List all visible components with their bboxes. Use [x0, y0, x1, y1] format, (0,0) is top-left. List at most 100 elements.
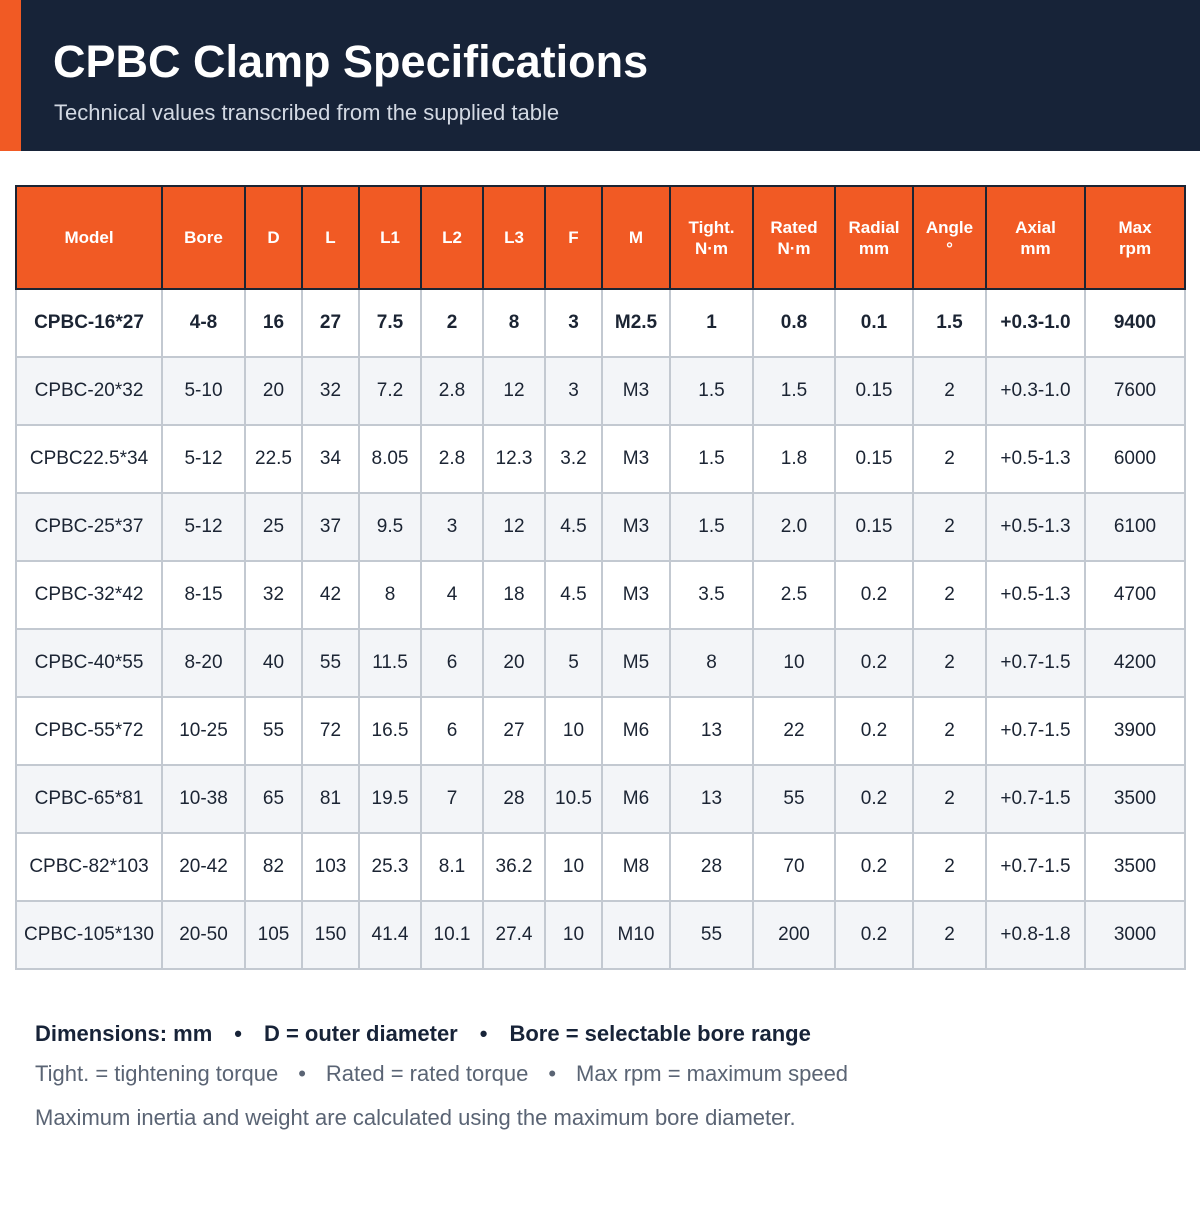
column-header-unit: mm: [1020, 238, 1051, 258]
column-header: Model: [15, 185, 163, 290]
table-cell: CPBC-65*81: [15, 764, 163, 834]
table-cell: 25: [244, 492, 303, 562]
table-cell: 70: [752, 832, 836, 902]
table-cell: 11.5: [358, 628, 422, 698]
table-cell: 32: [244, 560, 303, 630]
header-accent-bar: [0, 0, 21, 151]
note-separator: •: [548, 1061, 557, 1086]
table-cell: +0.3-1.0: [985, 356, 1086, 426]
table-cell: 55: [752, 764, 836, 834]
table-cell: 28: [669, 832, 754, 902]
table-cell: +0.3-1.0: [985, 288, 1086, 358]
column-header-unit: rpm: [1118, 238, 1152, 258]
column-header-unit: mm: [858, 238, 890, 258]
table-cell: 8: [482, 288, 546, 358]
column-header-label: Rated: [770, 217, 818, 237]
table-cell: 7600: [1084, 356, 1186, 426]
table-cell: 2: [912, 900, 987, 970]
table-cell: 4: [420, 560, 484, 630]
table-cell: 65: [244, 764, 303, 834]
table-cell: 9400: [1084, 288, 1186, 358]
spec-table-header: Model Bore D L L1 L2 L3 F M Tight. N·m Rated N·m Radi…: [15, 185, 1186, 290]
column-header-label: Axial: [1015, 217, 1056, 237]
table-cell: 3900: [1084, 696, 1186, 766]
table-cell: 12: [482, 492, 546, 562]
table-cell: 5-12: [161, 424, 246, 494]
table-cell: 1.5: [912, 288, 987, 358]
table-cell: 22.5: [244, 424, 303, 494]
table-cell: +0.7-1.5: [985, 832, 1086, 902]
column-header-label: Model: [64, 228, 114, 247]
table-cell: 40: [244, 628, 303, 698]
note-max-rpm: Max rpm = maximum speed: [576, 1061, 849, 1086]
table-cell: 0.15: [834, 492, 914, 562]
table-cell: 3: [420, 492, 484, 562]
notes-line-3: Maximum inertia and weight are calculate…: [35, 1105, 796, 1130]
table-cell: +0.5-1.3: [985, 492, 1086, 562]
table-cell: 81: [301, 764, 360, 834]
table-cell: M8: [601, 832, 671, 902]
page-subtitle: Technical values transcribed from the su…: [54, 100, 560, 125]
table-cell: M6: [601, 764, 671, 834]
table-cell: 2: [912, 628, 987, 698]
column-header-label: L1: [380, 228, 400, 247]
table-cell: 0.15: [834, 356, 914, 426]
column-header: Bore: [161, 185, 246, 290]
column-header-label: Radial: [848, 217, 900, 237]
column-header-label: L3: [504, 228, 524, 247]
table-cell: 3500: [1084, 764, 1186, 834]
table-cell: +0.8-1.8: [985, 900, 1086, 970]
column-header: Max rpm: [1084, 185, 1186, 290]
table-cell: M3: [601, 356, 671, 426]
column-header: L2: [420, 185, 484, 290]
table-cell: 3000: [1084, 900, 1186, 970]
table-cell: CPBC-82*103: [15, 832, 163, 902]
table-cell: 6100: [1084, 492, 1186, 562]
column-header-label: L2: [442, 228, 462, 247]
table-cell: +0.5-1.3: [985, 560, 1086, 630]
table-cell: 36.2: [482, 832, 546, 902]
page-header: CPBC Clamp Specifications Technical valu…: [0, 0, 1200, 151]
table-cell: 4.5: [544, 492, 603, 562]
table-cell: 2: [912, 492, 987, 562]
table-cell: 4700: [1084, 560, 1186, 630]
column-header: F: [544, 185, 603, 290]
table-cell: M5: [601, 628, 671, 698]
table-row: CPBC-20*32 5-10 20 32 7.2 2.8 12 3 M3 1.5 1.5 0.15 2…: [15, 356, 1186, 426]
table-cell: 8: [358, 560, 422, 630]
table-row: CPBC-40*55 8-20 40 55 11.5 6 20 5 M5 8 10 0.2 2 +0.7-…: [15, 628, 1186, 698]
table-row: CPBC-25*37 5-12 25 37 9.5 3 12 4.5 M3 1.5 2.0 0.15 2…: [15, 492, 1186, 562]
table-cell: CPBC-25*37: [15, 492, 163, 562]
table-row: CPBC-16*27 4-8 16 27 7.5 2 8 3 M2.5 1 0.8 0.1 1.5 +0.…: [15, 288, 1186, 358]
spec-table-body: CPBC-16*27 4-8 16 27 7.5 2 8 3 M2.5 1 0.8 0.1 1.5 +0.…: [15, 288, 1186, 970]
column-header-unit: N·m: [694, 238, 729, 258]
table-cell: M6: [601, 696, 671, 766]
table-cell: 2.0: [752, 492, 836, 562]
table-cell: 55: [669, 900, 754, 970]
column-header: Angle °: [912, 185, 987, 290]
column-header: D: [244, 185, 303, 290]
table-cell: 2: [912, 356, 987, 426]
table-cell: 200: [752, 900, 836, 970]
table-cell: 55: [301, 628, 360, 698]
table-cell: 8: [669, 628, 754, 698]
table-cell: 3.5: [669, 560, 754, 630]
table-row: CPBC22.5*34 5-12 22.5 34 8.05 2.8 12.3 3.2 M3 1.5…: [15, 424, 1186, 494]
table-cell: 42: [301, 560, 360, 630]
table-cell: 4.5: [544, 560, 603, 630]
column-header: L1: [358, 185, 422, 290]
table-cell: 5: [544, 628, 603, 698]
table-cell: 82: [244, 832, 303, 902]
table-row: CPBC-65*81 10-38 65 81 19.5 7 28 10.5 M6 13 55 0.2 2…: [15, 764, 1186, 834]
table-cell: 4-8: [161, 288, 246, 358]
notes: Dimensions: mm • D = outer diameter • Bore =…: [35, 1017, 848, 1131]
table-cell: 1.5: [752, 356, 836, 426]
note-tightening: Tight. = tightening torque: [35, 1061, 279, 1086]
table-cell: 10.1: [420, 900, 484, 970]
table-cell: 0.2: [834, 696, 914, 766]
table-cell: 7: [420, 764, 484, 834]
table-cell: CPBC-16*27: [15, 288, 163, 358]
table-cell: 2.8: [420, 424, 484, 494]
table-cell: M10: [601, 900, 671, 970]
table-cell: 103: [301, 832, 360, 902]
